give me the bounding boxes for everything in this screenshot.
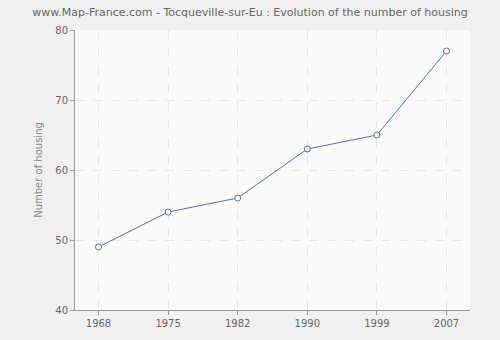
svg-text:50: 50: [55, 235, 68, 246]
svg-text:1982: 1982: [225, 318, 250, 329]
svg-text:1975: 1975: [155, 318, 180, 329]
svg-text:70: 70: [55, 95, 68, 106]
svg-text:80: 80: [55, 25, 68, 36]
svg-text:60: 60: [55, 165, 68, 176]
svg-text:Number of housing: Number of housing: [33, 122, 44, 218]
svg-text:www.Map-France.com - Tocquevil: www.Map-France.com - Tocqueville-sur-Eu …: [32, 6, 467, 19]
svg-text:1990: 1990: [295, 318, 320, 329]
svg-text:1999: 1999: [364, 318, 389, 329]
svg-text:2007: 2007: [434, 318, 459, 329]
svg-text:40: 40: [55, 305, 68, 316]
svg-text:1968: 1968: [86, 318, 111, 329]
